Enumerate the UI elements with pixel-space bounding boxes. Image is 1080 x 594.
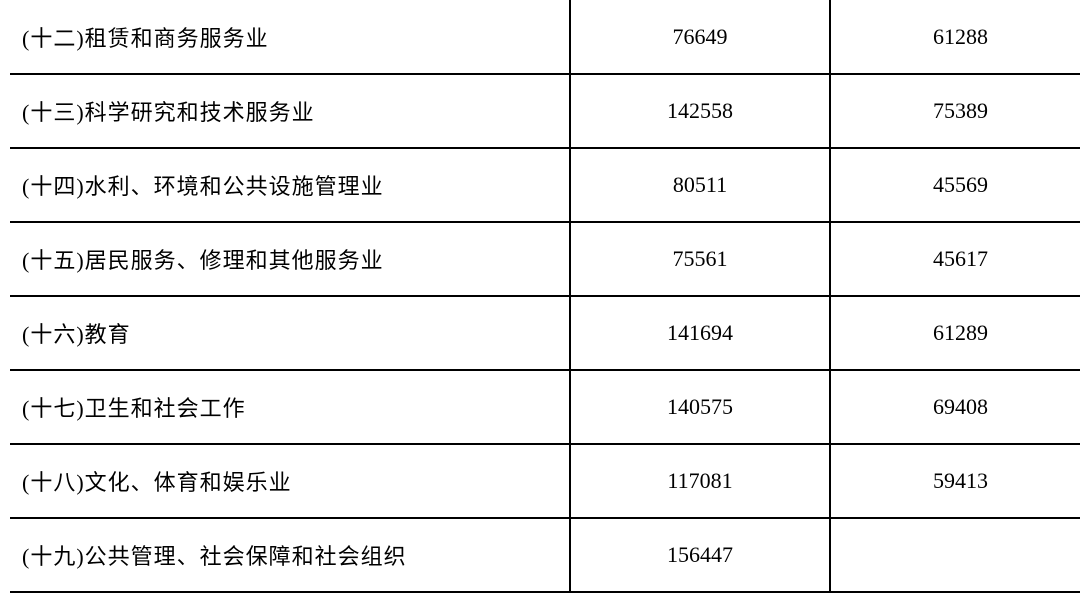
table-row: (十九)公共管理、社会保障和社会组织 156447 (10, 518, 1080, 592)
row-value-2: 45617 (830, 222, 1080, 296)
row-label: (十九)公共管理、社会保障和社会组织 (10, 518, 570, 592)
row-value-2: 61288 (830, 0, 1080, 74)
row-value-2: 45569 (830, 148, 1080, 222)
row-value-1: 117081 (570, 444, 830, 518)
table-row: (十八)文化、体育和娱乐业 117081 59413 (10, 444, 1080, 518)
row-label: (十四)水利、环境和公共设施管理业 (10, 148, 570, 222)
table-row: (十六)教育 141694 61289 (10, 296, 1080, 370)
row-value-2 (830, 518, 1080, 592)
table-container: (十二)租赁和商务服务业 76649 61288 (十三)科学研究和技术服务业 … (0, 0, 1080, 593)
table-row: (十五)居民服务、修理和其他服务业 75561 45617 (10, 222, 1080, 296)
row-value-1: 141694 (570, 296, 830, 370)
row-label: (十三)科学研究和技术服务业 (10, 74, 570, 148)
table-row: (十四)水利、环境和公共设施管理业 80511 45569 (10, 148, 1080, 222)
row-value-1: 80511 (570, 148, 830, 222)
row-label: (十五)居民服务、修理和其他服务业 (10, 222, 570, 296)
row-value-1: 156447 (570, 518, 830, 592)
row-value-2: 69408 (830, 370, 1080, 444)
row-value-1: 76649 (570, 0, 830, 74)
row-value-2: 75389 (830, 74, 1080, 148)
table-row: (十三)科学研究和技术服务业 142558 75389 (10, 74, 1080, 148)
row-label: (十六)教育 (10, 296, 570, 370)
row-label: (十二)租赁和商务服务业 (10, 0, 570, 74)
row-value-1: 140575 (570, 370, 830, 444)
row-label: (十八)文化、体育和娱乐业 (10, 444, 570, 518)
data-table: (十二)租赁和商务服务业 76649 61288 (十三)科学研究和技术服务业 … (10, 0, 1080, 593)
row-value-2: 59413 (830, 444, 1080, 518)
row-value-1: 142558 (570, 74, 830, 148)
table-row: (十二)租赁和商务服务业 76649 61288 (10, 0, 1080, 74)
row-label: (十七)卫生和社会工作 (10, 370, 570, 444)
row-value-1: 75561 (570, 222, 830, 296)
row-value-2: 61289 (830, 296, 1080, 370)
table-row: (十七)卫生和社会工作 140575 69408 (10, 370, 1080, 444)
